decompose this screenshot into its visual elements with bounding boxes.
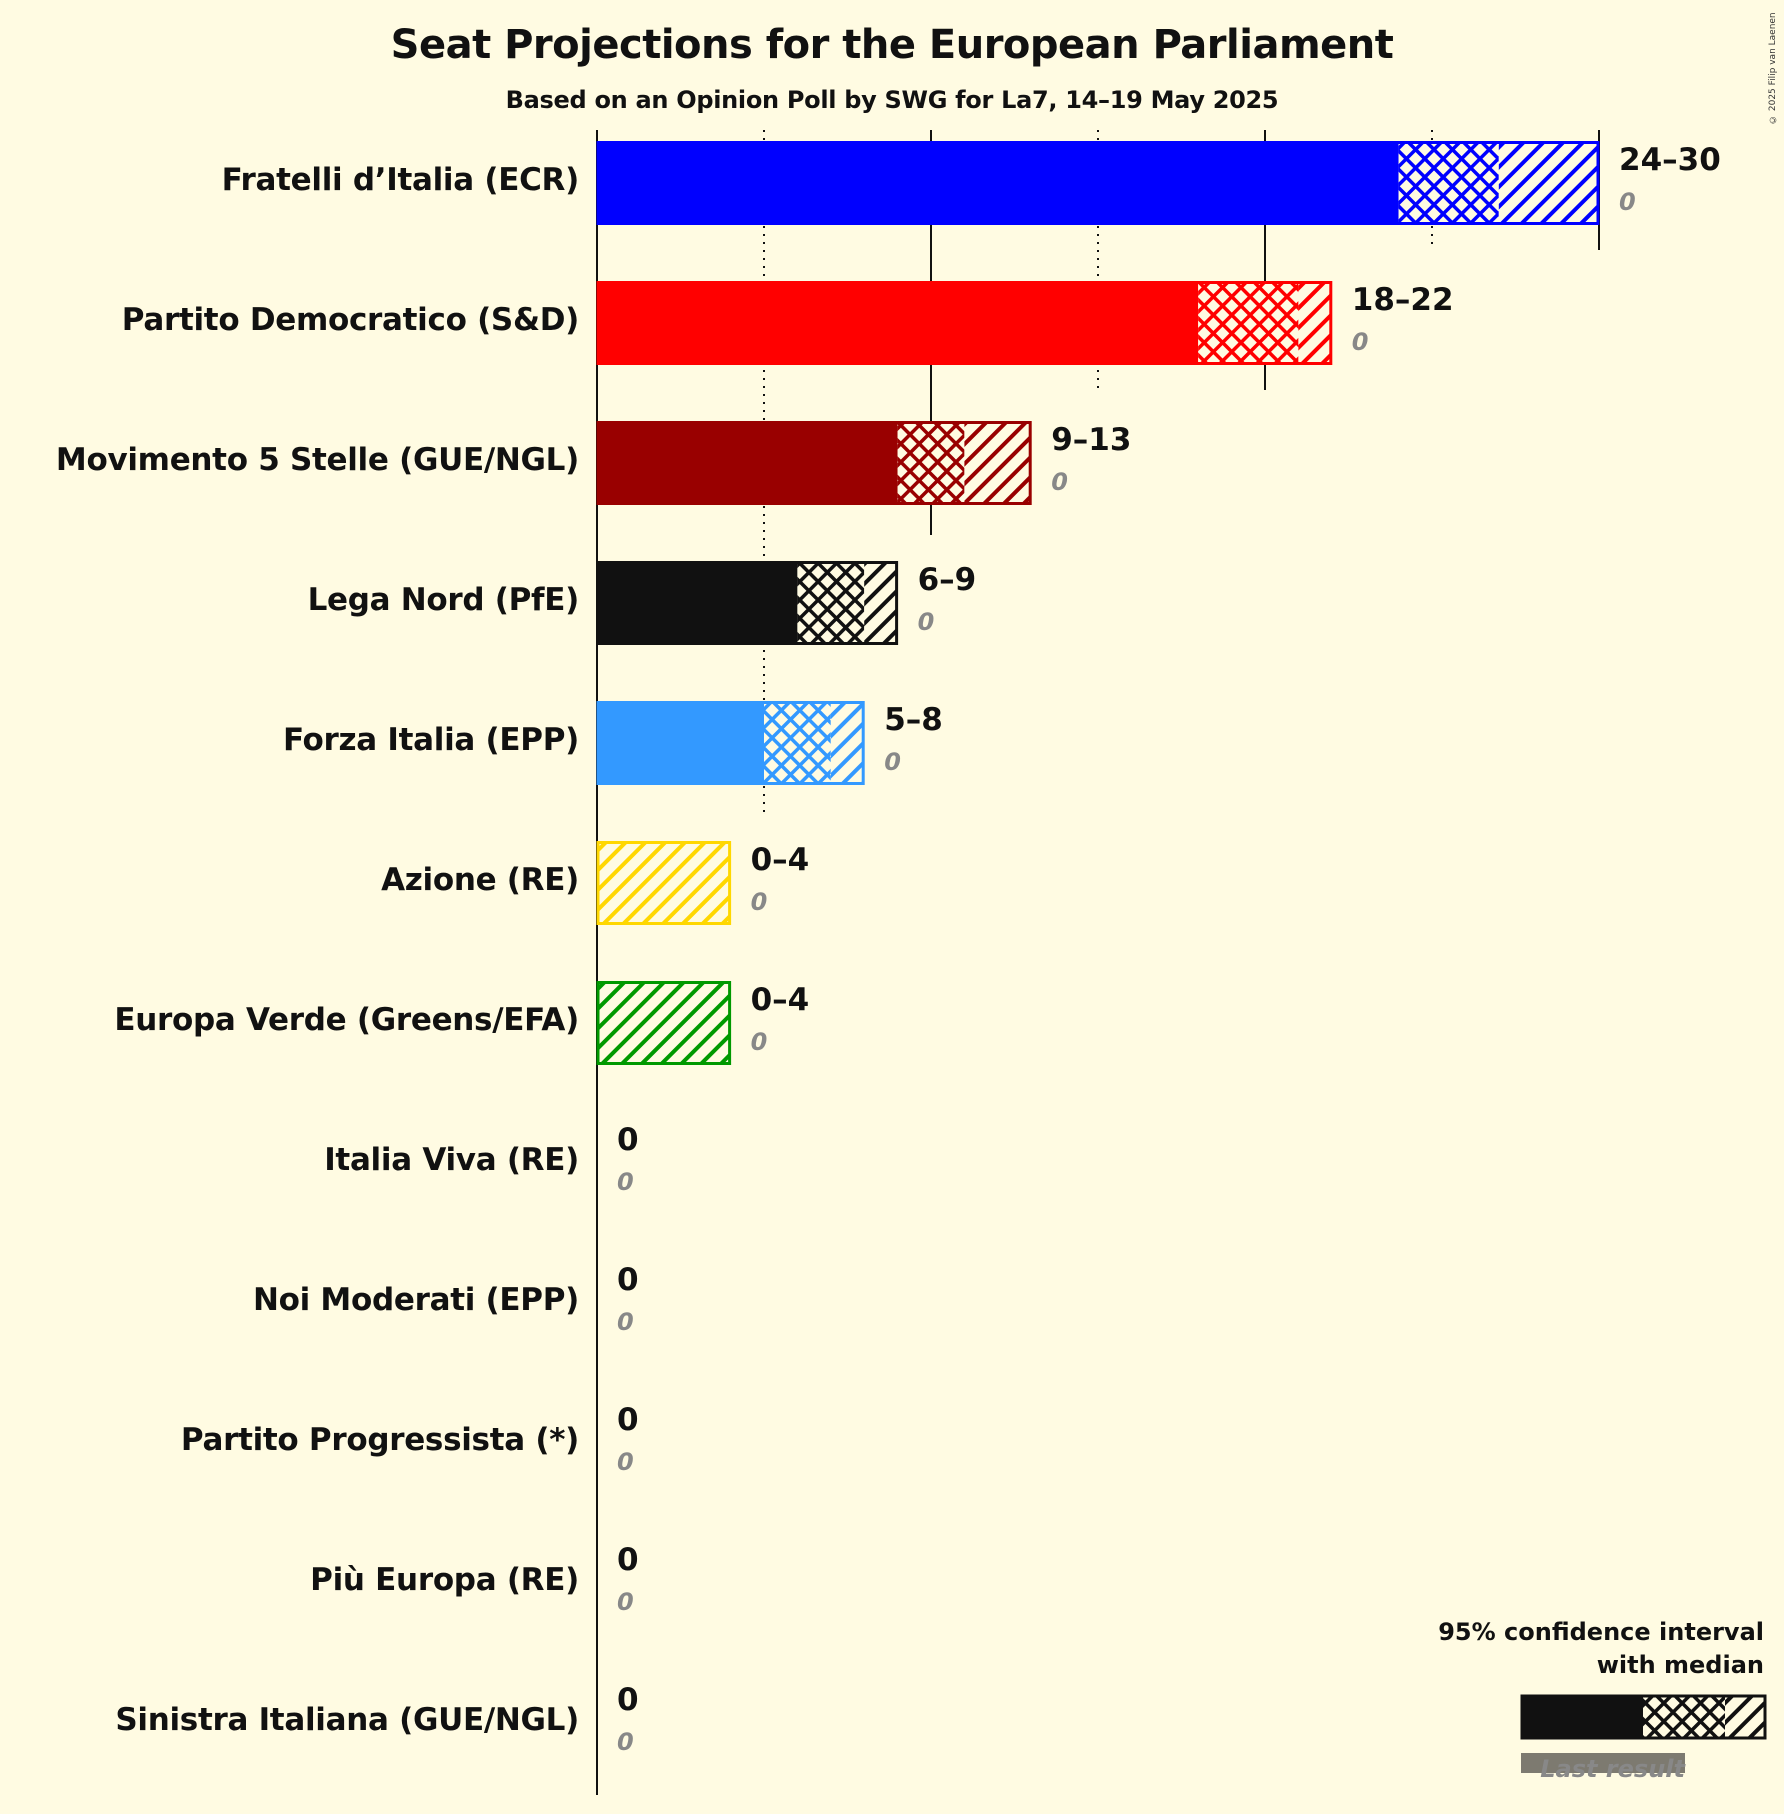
seat-range-label: 5–8 (884, 702, 943, 738)
legend-last-result-label: Last result (1540, 1755, 1685, 1783)
legend-title: 95% confidence interval with median (1438, 1616, 1764, 1682)
legend-last-result-bar (1521, 1753, 1685, 1773)
bar-outline (596, 281, 1333, 365)
party-bar (596, 701, 865, 785)
party-bar (596, 561, 899, 645)
party-label: Forza Italia (EPP) (282, 722, 579, 758)
last-result-label: 0 (617, 1588, 634, 1616)
party-bar (596, 841, 732, 925)
seat-range-label: 6–9 (917, 562, 977, 598)
seat-range-label: 0–4 (750, 842, 810, 878)
chart-subtitle: Based on an Opinion Poll by SWG for La7,… (505, 86, 1279, 114)
last-result-label: 0 (1051, 468, 1068, 496)
party-label: Italia Viva (RE) (324, 1142, 579, 1178)
seat-range-label: 9–13 (1051, 422, 1132, 458)
seat-range-label: 18–22 (1351, 282, 1454, 318)
bar-outline (596, 141, 1600, 225)
bar-outline (596, 701, 865, 785)
legend-swatch (1520, 1694, 1767, 1773)
party-label: Sinistra Italiana (GUE/NGL) (115, 1702, 579, 1738)
party-label: Europa Verde (Greens/EFA) (114, 1002, 579, 1038)
bar-hatch (597, 843, 731, 923)
seat-range-label: 0 (617, 1542, 639, 1578)
bar-solid (597, 561, 798, 645)
seat-range-label: 0–4 (750, 982, 810, 1018)
legend-crosshatch (1643, 1697, 1725, 1737)
seat-range-label: 0 (617, 1682, 639, 1718)
seat-range-label: 0 (617, 1262, 639, 1298)
bar-hatch (864, 563, 898, 643)
bar-solid (597, 141, 1399, 225)
last-result-label: 0 (617, 1168, 634, 1196)
bar-hatch (830, 703, 865, 783)
party-bar (596, 421, 1032, 505)
bar-crosshatch (897, 423, 965, 503)
bar-hatch (964, 423, 1032, 503)
party-label: Noi Moderati (EPP) (252, 1282, 579, 1318)
party-label: Azione (RE) (381, 862, 579, 898)
last-result-label: 0 (884, 748, 901, 776)
bar-hatch (597, 983, 731, 1063)
seat-range-label: 0 (617, 1402, 639, 1438)
bar-crosshatch (764, 703, 831, 783)
legend-solid (1521, 1695, 1643, 1739)
party-label: Più Europa (RE) (310, 1562, 579, 1598)
bar-solid (597, 701, 764, 785)
party-label: Lega Nord (PfE) (307, 582, 580, 618)
bar-hatch (1298, 283, 1332, 363)
bar-solid (597, 421, 898, 505)
last-result-label: 0 (1619, 188, 1636, 216)
seat-range-label: 0 (617, 1122, 639, 1158)
party-bar (596, 981, 732, 1065)
party-label: Partito Progressista (*) (180, 1422, 579, 1458)
bar-outline (596, 841, 732, 925)
party-label: Partito Democratico (S&D) (121, 302, 580, 338)
bar-outline (596, 421, 1032, 505)
party-bar (596, 141, 1600, 225)
legend-outline (1520, 1694, 1767, 1740)
legend-title-line2: with median (1596, 1651, 1764, 1679)
bar-outline (596, 981, 732, 1065)
chart-title: Seat Projections for the European Parlia… (390, 22, 1394, 68)
legend-title-line1: 95% confidence interval (1438, 1618, 1764, 1646)
bar-crosshatch (1398, 143, 1499, 223)
bar-hatch (1498, 143, 1599, 223)
party-label: Fratelli d’Italia (ECR) (221, 162, 580, 198)
last-result-label: 0 (917, 608, 935, 636)
last-result-label: 0 (750, 1028, 768, 1056)
last-result-label: 0 (617, 1728, 634, 1756)
last-result-label: 0 (1351, 328, 1369, 356)
last-result-label: 0 (617, 1448, 634, 1476)
bar-solid (597, 281, 1199, 365)
party-label: Movimento 5 Stelle (GUE/NGL) (55, 442, 579, 478)
last-result-label: 0 (750, 888, 768, 916)
bar-outline (596, 561, 899, 645)
bar-crosshatch (1198, 283, 1299, 363)
seat-range-label: 24–30 (1619, 142, 1721, 178)
last-result-label: 0 (617, 1308, 634, 1336)
legend-hatch (1725, 1697, 1764, 1737)
party-bar (596, 281, 1333, 365)
bar-crosshatch (797, 563, 865, 643)
